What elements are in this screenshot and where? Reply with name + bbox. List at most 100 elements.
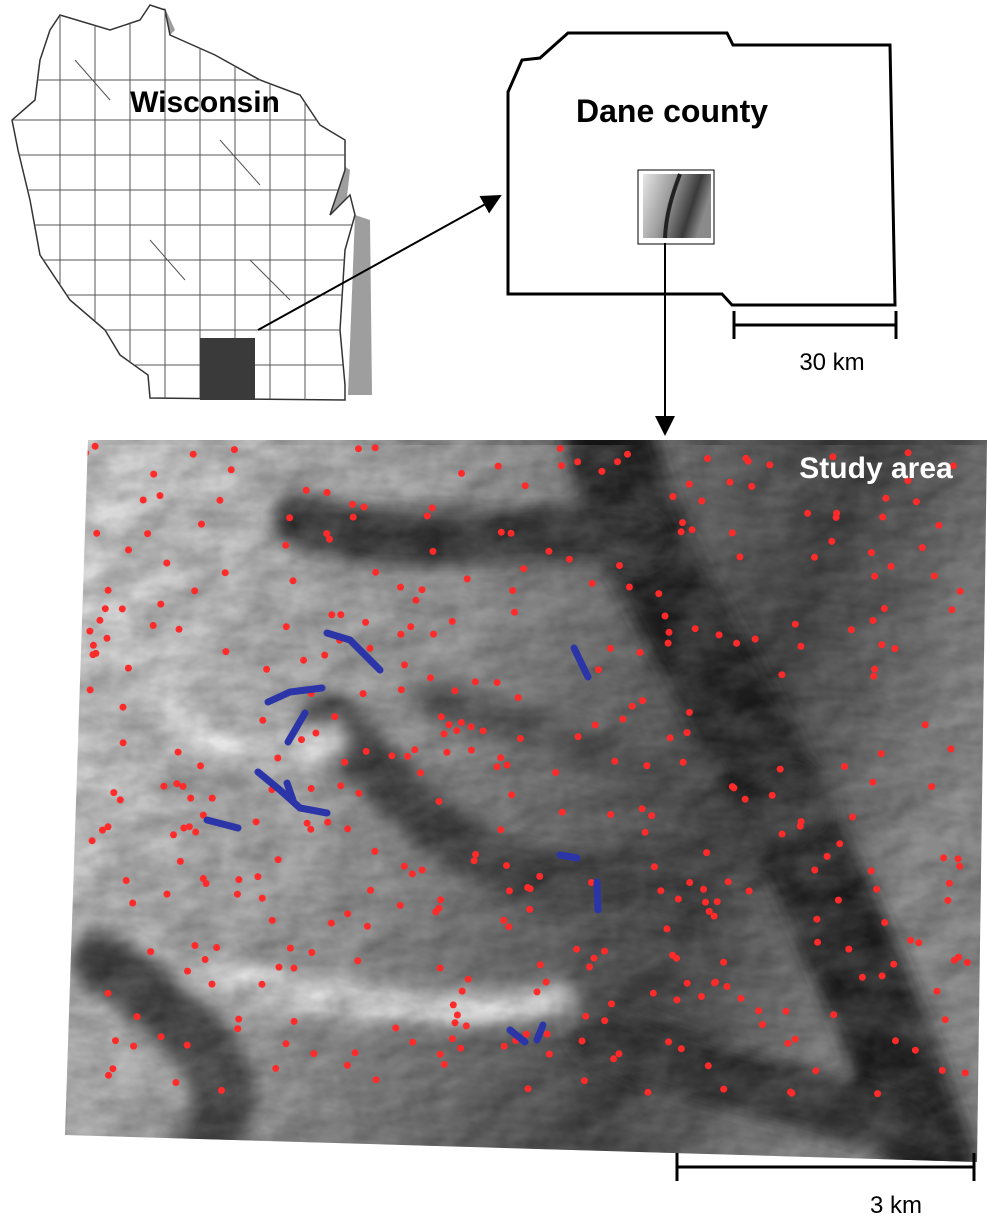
sample-point [441,730,448,737]
sample-point [417,769,424,776]
sample-point [725,878,732,885]
sample-point [457,1045,464,1052]
sample-point [222,569,229,576]
sample-point [344,910,351,917]
sample-point [586,963,593,970]
sample-point [766,461,773,468]
figure: Wisconsin Dane county 30 km [0,0,987,1223]
sample-point [888,563,895,570]
sample-point [939,1067,946,1074]
sample-point [164,891,171,898]
sample-point [689,526,696,533]
sample-point [581,1077,588,1084]
sample-point [624,451,631,458]
sample-point [669,493,676,500]
sample-point [515,694,522,701]
sample-point [140,497,147,504]
sample-point [191,942,198,949]
sample-point [849,814,856,821]
sample-point [216,497,223,504]
sample-point [746,888,753,895]
sample-point [592,722,599,729]
county-map: Dane county [508,33,895,305]
sample-point [163,560,170,567]
sample-point [667,734,674,741]
sample-point [157,492,164,499]
sample-point [344,1062,351,1069]
sample-point [157,601,164,608]
sample-point [830,1011,837,1018]
sample-point [446,721,453,728]
sample-point [878,641,885,648]
sample-point [712,979,719,986]
sample-point [286,514,293,521]
sample-point [401,863,408,870]
sample-point [471,857,478,864]
sample-point [702,899,709,906]
sample-point [500,917,507,924]
sample-point [197,762,204,769]
sample-point [324,819,331,826]
sample-point [881,605,888,612]
sample-point [497,826,504,833]
sample-point [626,584,633,591]
sample-point [307,826,314,833]
sample-point [835,897,842,904]
sample-point [304,820,311,827]
sample-point [869,779,876,786]
sample-point [110,789,117,796]
sample-point [436,905,443,912]
sample-point [331,713,338,720]
sample-point [665,1038,672,1045]
sample-point [788,1090,795,1097]
sample-point [191,587,198,594]
scale-bar: 30 km [734,311,896,376]
sample-point [187,795,194,802]
sample-point [441,1061,448,1068]
sample-point [729,529,736,536]
sample-point [497,754,504,761]
sample-point [177,858,184,865]
sample-point [919,544,926,551]
sample-point [686,879,693,886]
sample-point [873,886,880,893]
sample-point [890,961,897,968]
sample-point [300,657,307,664]
sample-point [228,466,235,473]
sample-point [614,458,621,465]
sample-point [310,1050,317,1057]
sample-point [907,937,914,944]
sample-point [845,946,852,953]
sample-point [797,643,804,650]
sample-point [120,739,127,746]
sample-point [105,1072,112,1079]
sample-point [940,854,947,861]
sample-point [443,749,450,756]
sample-point [928,783,935,790]
sample-point [703,849,710,856]
sample-point [328,611,335,618]
sample-point [582,1013,589,1020]
sample-point [814,939,821,946]
sample-point [506,887,513,894]
sample-point [891,645,898,652]
sample-point [665,640,672,647]
sample-point [871,666,878,673]
sample-point [616,562,623,569]
sample-point [684,980,691,987]
sample-point [494,763,501,770]
sample-point [868,549,875,556]
sample-point [354,957,361,964]
sample-point [591,955,598,962]
sample-point [678,528,685,535]
sample-point [407,623,414,630]
sample-point [367,645,374,652]
sample-point [235,876,242,883]
sample-point [944,897,951,904]
sample-point [367,887,374,894]
sample-point [964,959,971,966]
sample-point [611,758,618,765]
sample-point [871,573,878,580]
sample-point [134,1013,141,1020]
sample-point [524,884,531,891]
